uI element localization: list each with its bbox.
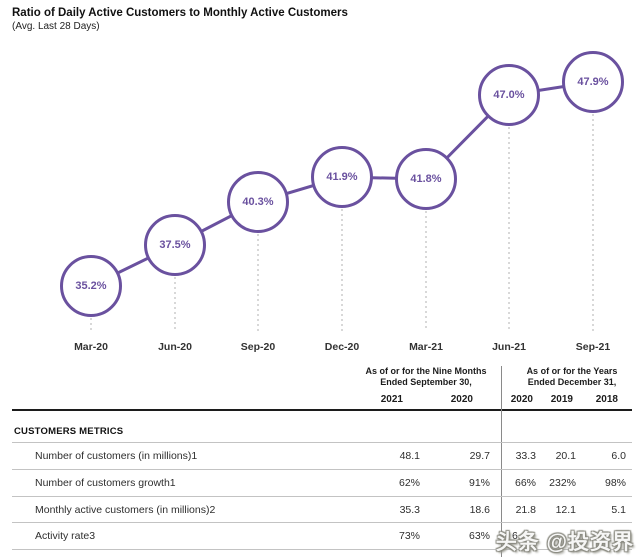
row-separator [12,496,632,497]
col-group-title-line1: As of or for the Nine Months [365,366,487,376]
cell-value: 6.0 [611,450,626,462]
x-axis-label: Mar-20 [74,341,108,353]
data-point-mar-21: 41.8% [395,148,457,210]
x-axis-label: Sep-21 [575,341,611,353]
data-point-label: 41.9% [326,171,358,183]
cell-value: 91% [468,477,490,489]
table-bottom-rule [12,549,632,550]
table-row: Number of customers (in millions)1 48.1 … [0,450,640,463]
data-point-sep-21: 47.9% [562,51,624,113]
table-row: Number of customers growth1 62% 91% 66% … [0,477,640,490]
data-point-mar-20: 35.2% [60,255,122,317]
table-section-row: CUSTOMERS METRICS [0,426,640,440]
cell-value: 29.7 [469,450,490,462]
cell-value: 33.3 [515,450,536,462]
data-point-jun-20: 37.5% [144,214,206,276]
cell-value: 63% [468,530,490,542]
data-point-label: 41.8% [410,173,442,185]
cell-value: 18.6 [469,504,490,516]
cell-value: 12.1 [555,504,576,516]
row-label: Monthly active customers (in millions)2 [35,504,216,516]
data-point-label: 35.2% [75,280,107,292]
cell-value: 232% [549,477,576,489]
x-axis-label: Sep-20 [240,341,276,353]
cell-value: 66% [514,477,536,489]
cell-value-partially-obscured: 6 [512,530,518,542]
cell-value: 21.8 [515,504,536,516]
cell-value: 48.1 [399,450,420,462]
col-group-title-line1: As of or for the Years [526,366,618,376]
row-separator [12,469,632,470]
year-header-2018: 2018 [595,394,618,405]
cell-value: 62% [398,477,420,489]
year-header-2020-9m: 2020 [450,394,473,405]
x-axis-label: Jun-20 [158,341,192,353]
row-label: Number of customers (in millions)1 [35,450,198,462]
row-separator [12,442,632,443]
cell-value: 5.1 [611,504,626,516]
data-point-label: 37.5% [159,239,191,251]
data-point-jun-21: 47.0% [478,64,540,126]
cell-value: 98% [604,477,626,489]
x-axis-label: Jun-21 [492,341,526,353]
data-point-label: 40.3% [242,196,274,208]
data-point-dec-20: 41.9% [311,146,373,208]
cell-value: 73% [398,530,420,542]
row-label: Activity rate3 [35,530,96,542]
x-axis-label: Mar-21 [409,341,443,353]
year-header-2021: 2021 [380,394,403,405]
data-point-label: 47.9% [577,76,609,88]
table-row: Activity rate3 73% 63% 6 [0,530,640,543]
x-axis-label: Dec-20 [324,341,360,353]
chart-title: Ratio of Daily Active Customers to Month… [12,7,348,19]
table-row: Monthly active customers (in millions)2 … [0,504,640,517]
col-group-years-ended: As of or for the Years Ended December 31… [509,366,635,387]
year-header-2019: 2019 [550,394,573,405]
section-header: CUSTOMERS METRICS [14,426,124,437]
col-group-nine-months: As of or for the Nine Months Ended Septe… [356,366,496,387]
data-point-label: 47.0% [493,89,525,101]
cell-value: 20.1 [555,450,576,462]
year-header-2020: 2020 [510,394,533,405]
table-top-rule [12,409,632,411]
col-group-title-line2: Ended December 31, [527,376,617,387]
cell-value: 35.3 [399,504,420,516]
row-label: Number of customers growth1 [35,477,176,489]
chart-subtitle: (Avg. Last 28 Days) [12,21,100,32]
col-group-title-line2: Ended September 30, [380,376,472,387]
row-separator [12,522,632,523]
toutiao-watermark: 头条 @投资界 [495,531,634,554]
table-column-divider [501,366,502,557]
data-point-sep-20: 40.3% [227,171,289,233]
